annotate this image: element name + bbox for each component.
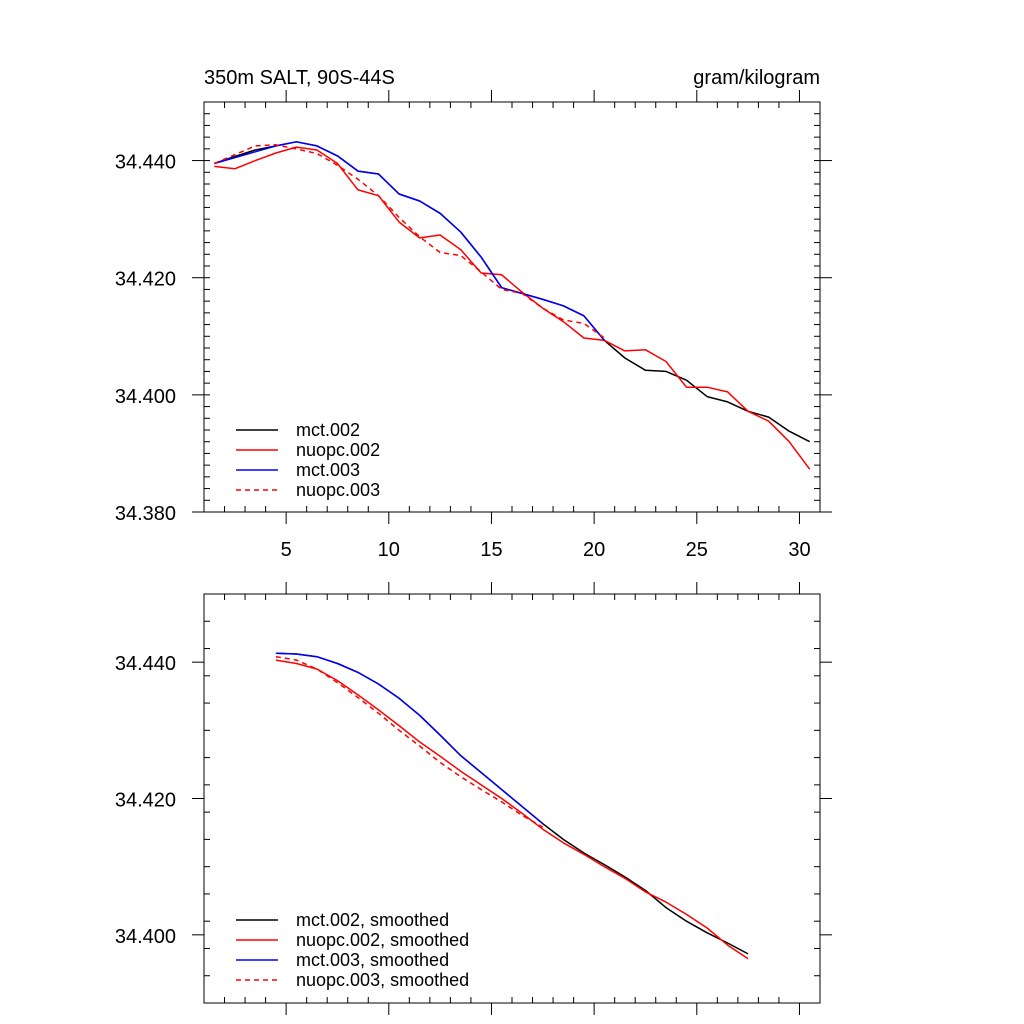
y-tick-label: 34.420 <box>115 269 176 291</box>
series-line <box>214 141 811 443</box>
series-line <box>275 655 544 828</box>
legend-label: mct.003 <box>296 460 360 480</box>
x-tick-label: 20 <box>583 539 605 561</box>
legend-label: nuopc.003 <box>296 480 380 500</box>
legend-label: nuopc.002, smoothed <box>296 930 469 950</box>
series-line <box>214 146 811 470</box>
top-panel: 5 10 15 20 25 30 34.380 34.400 34.420 34.440 mct.0… <box>115 90 832 561</box>
x-tick-label: 25 <box>686 539 708 561</box>
x-tick-label: 30 <box>788 539 810 561</box>
y-tick-label: 34.440 <box>115 653 176 675</box>
y-tick-label: 34.400 <box>115 926 176 948</box>
series-line <box>275 659 749 960</box>
y-tick-label: 34.420 <box>115 790 176 812</box>
legend-label: mct.003, smoothed <box>296 950 449 970</box>
y-tick-label: 34.380 <box>115 503 176 525</box>
x-tick-label: 5 <box>281 539 292 561</box>
legend-label: nuopc.003, smoothed <box>296 970 469 990</box>
series-line <box>214 144 605 339</box>
y-tick-label: 34.400 <box>115 386 176 408</box>
legend-label: mct.002, smoothed <box>296 910 449 930</box>
series-line <box>214 141 605 341</box>
legend-label: mct.002 <box>296 420 360 440</box>
chart-units: gram/kilogram <box>693 67 820 89</box>
series-line <box>275 652 544 825</box>
y-tick-label: 34.440 <box>115 152 176 174</box>
legend-label: nuopc.002 <box>296 440 380 460</box>
x-tick-label: 10 <box>378 539 400 561</box>
chart-title: 350m SALT, 90S-44S <box>204 67 395 89</box>
x-tick-label: 15 <box>480 539 502 561</box>
